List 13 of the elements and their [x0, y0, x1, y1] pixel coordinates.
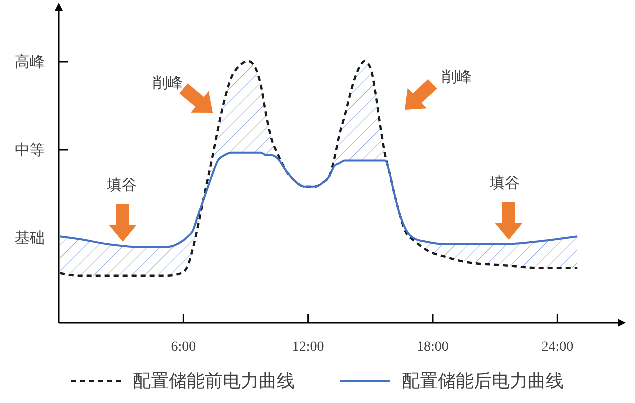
annotation: 填谷: [489, 175, 520, 192]
legend-label: 配置储能前电力曲线: [133, 370, 295, 393]
annotation: 削峰: [153, 75, 183, 92]
x-tick-label: 6:00: [171, 340, 196, 355]
text: 高峰: [15, 54, 45, 71]
annotation: 削峰: [442, 69, 472, 86]
legend-label: 配置储能后电力曲线: [402, 370, 564, 393]
annotation: 填谷: [106, 177, 137, 194]
x-tick-label: 24:00: [542, 340, 574, 355]
x-tick-label: 18:00: [417, 340, 449, 355]
text: 基础: [15, 230, 45, 247]
x-tick-label: 12:00: [292, 340, 324, 355]
text: 中等: [15, 142, 45, 159]
